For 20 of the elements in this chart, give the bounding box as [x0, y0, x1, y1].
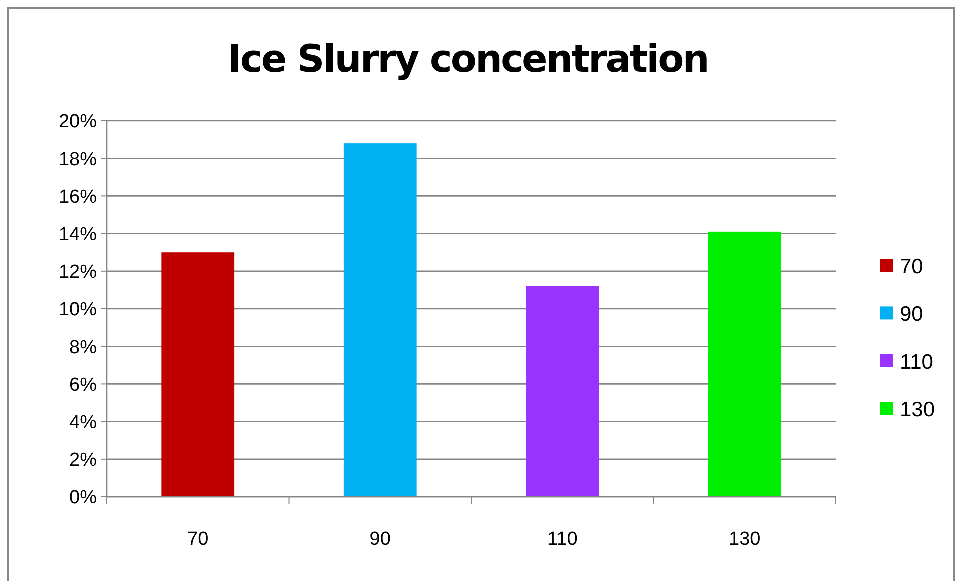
y-tick-label: 8%: [70, 337, 98, 358]
y-tick-label: 10%: [58, 300, 98, 321]
y-tick-label: 4%: [70, 412, 98, 434]
legend-label: 110: [900, 350, 934, 374]
x-tick-label: 110: [547, 529, 578, 550]
y-tick-label: 20%: [58, 112, 98, 133]
y-tick-label: 2%: [70, 450, 98, 472]
y-tick-label: 14%: [58, 224, 98, 246]
legend-label: 70: [900, 255, 924, 278]
x-tick-label: 90: [370, 529, 391, 550]
y-tick-label: 6%: [70, 374, 98, 396]
y-tick-label: 0%: [70, 488, 98, 509]
y-tick-label: 12%: [58, 262, 98, 284]
x-tick-label: 70: [188, 529, 209, 550]
legend-label: 130: [900, 398, 936, 422]
legend-label: 90: [900, 303, 924, 326]
y-tick-label: 18%: [58, 149, 98, 170]
y-tick-label: 16%: [58, 186, 98, 208]
x-tick-label: 130: [729, 529, 761, 550]
chart-title: Ice Slurry concentration: [228, 37, 708, 81]
